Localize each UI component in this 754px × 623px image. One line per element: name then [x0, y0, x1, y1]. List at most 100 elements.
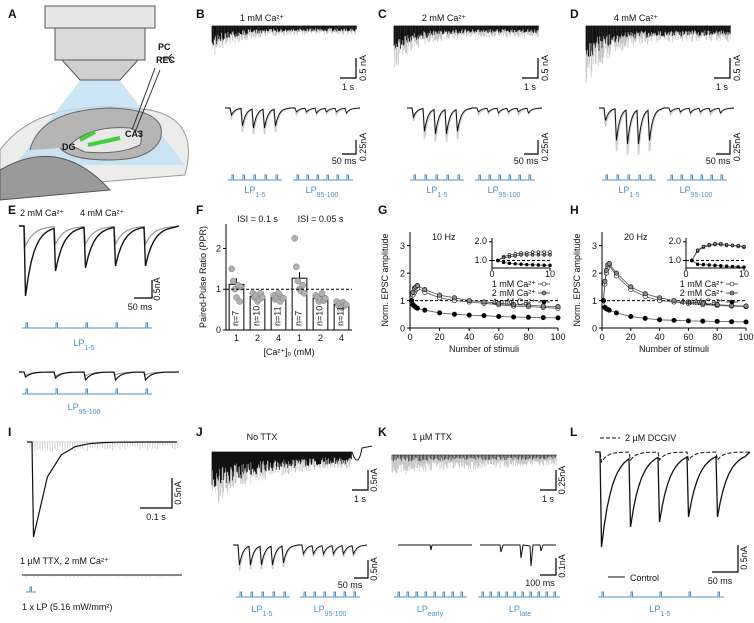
label: 50 ms — [128, 302, 153, 312]
lp-label: LP95-100 — [68, 402, 101, 416]
lp-label: LP1-5 — [426, 185, 447, 199]
data-point — [671, 298, 677, 304]
scale-bar — [540, 558, 557, 576]
data-point — [742, 265, 746, 269]
trace — [599, 107, 665, 145]
y-tick-label: 1 — [400, 296, 405, 306]
x-tick-label: 1 — [297, 333, 302, 343]
stimulus — [598, 591, 724, 598]
data-point — [730, 243, 735, 248]
series-line — [691, 243, 745, 261]
legend-label: 2 mM Ca²⁺ — [680, 288, 725, 298]
panel-letter: C — [378, 7, 387, 21]
legend-marker — [541, 299, 547, 305]
panel-letter: I — [8, 425, 11, 439]
n-label: n=10 — [252, 306, 262, 326]
data-point — [519, 253, 523, 257]
data-point — [513, 262, 517, 266]
data-point — [536, 253, 541, 257]
label: 1 s — [342, 82, 355, 92]
lp-sub: 1-5 — [84, 345, 94, 352]
panel-title: No TTX — [247, 432, 278, 442]
label: 50 ms — [706, 156, 731, 166]
x-tick-label: 60 — [683, 332, 693, 342]
lp-label: LP95-100 — [680, 185, 713, 199]
data-point — [671, 317, 677, 323]
scale-bar — [712, 545, 739, 573]
data-point — [511, 314, 517, 320]
x-tick-label: 40 — [655, 332, 665, 342]
x-tick-label: 40 — [464, 332, 474, 342]
trace — [211, 25, 357, 46]
data-point — [343, 301, 350, 308]
panel-letter: F — [196, 203, 203, 217]
x-tick-label: 2 — [318, 333, 323, 343]
data-point — [707, 242, 711, 247]
data-point — [555, 315, 561, 321]
lp-sub: early — [428, 611, 444, 618]
lp-main: LP — [426, 185, 437, 195]
scale-bar — [716, 140, 731, 155]
label: 1 s — [716, 82, 729, 92]
y-tick-label: 1.0 — [668, 255, 681, 265]
label: 1 s — [354, 494, 367, 504]
data-point — [291, 235, 298, 242]
label: 1 s — [542, 494, 555, 504]
y-tick-label: 1 — [592, 296, 597, 306]
x-tick-label: 10 — [739, 269, 749, 279]
legend-marker — [541, 281, 547, 287]
series-line — [497, 254, 550, 261]
trace — [19, 225, 180, 249]
y-tick-label: 1 — [216, 284, 221, 294]
lp-sub: 95-100 — [499, 192, 521, 199]
data-point — [530, 263, 535, 267]
scale-bar — [352, 470, 369, 491]
label: 1 s — [524, 82, 537, 92]
lp-label: LP1-5 — [244, 185, 265, 199]
trace — [393, 25, 539, 49]
data-point — [507, 255, 512, 259]
label: 50 ms — [332, 156, 357, 166]
lp-label: LP1-5 — [618, 185, 639, 199]
label: 0.5nA — [369, 557, 379, 581]
objective — [44, 5, 156, 29]
series-line — [691, 260, 745, 268]
y-axis-label: Paired-Pulse Ratio (PPR) — [198, 226, 208, 328]
label: REC — [156, 55, 176, 65]
data-point — [555, 304, 561, 310]
trace — [472, 107, 543, 114]
label: 0.5nA — [173, 481, 183, 505]
label: Control — [630, 573, 659, 583]
label: 2 mM Ca²⁺ — [20, 208, 65, 218]
x-tick-label: 1 — [234, 333, 239, 343]
data-point — [519, 262, 523, 266]
trace — [599, 107, 665, 155]
stimulus — [475, 174, 535, 181]
data-point — [501, 260, 506, 265]
panel-letter: K — [378, 425, 387, 439]
label: 0.25nA — [540, 133, 550, 162]
x-tick-label: 0 — [599, 332, 604, 342]
y-axis-label: Norm. EPSC amplitude — [380, 233, 390, 326]
data-point — [536, 250, 541, 254]
chart-title: 20 Hz — [624, 232, 648, 242]
lp-main: LP — [314, 604, 325, 614]
x-tick-label: 10 — [545, 269, 555, 279]
x-tick-label: 20 — [435, 332, 445, 342]
data-point — [513, 254, 517, 258]
lp-main: LP — [618, 185, 629, 195]
data-point — [719, 241, 723, 246]
data-point — [603, 267, 609, 273]
data-point — [548, 250, 552, 254]
lp-sub: 95-100 — [325, 611, 347, 618]
stimulus — [478, 591, 560, 598]
series-line — [497, 260, 551, 266]
lp-main: LP — [488, 185, 499, 195]
pipette — [131, 67, 156, 131]
data-point — [238, 283, 245, 291]
data-point — [536, 263, 541, 267]
label: 0.5nA — [152, 277, 162, 301]
lp-main: LP — [251, 604, 262, 614]
data-point — [714, 302, 720, 308]
x-tick-label: 0 — [407, 332, 412, 342]
